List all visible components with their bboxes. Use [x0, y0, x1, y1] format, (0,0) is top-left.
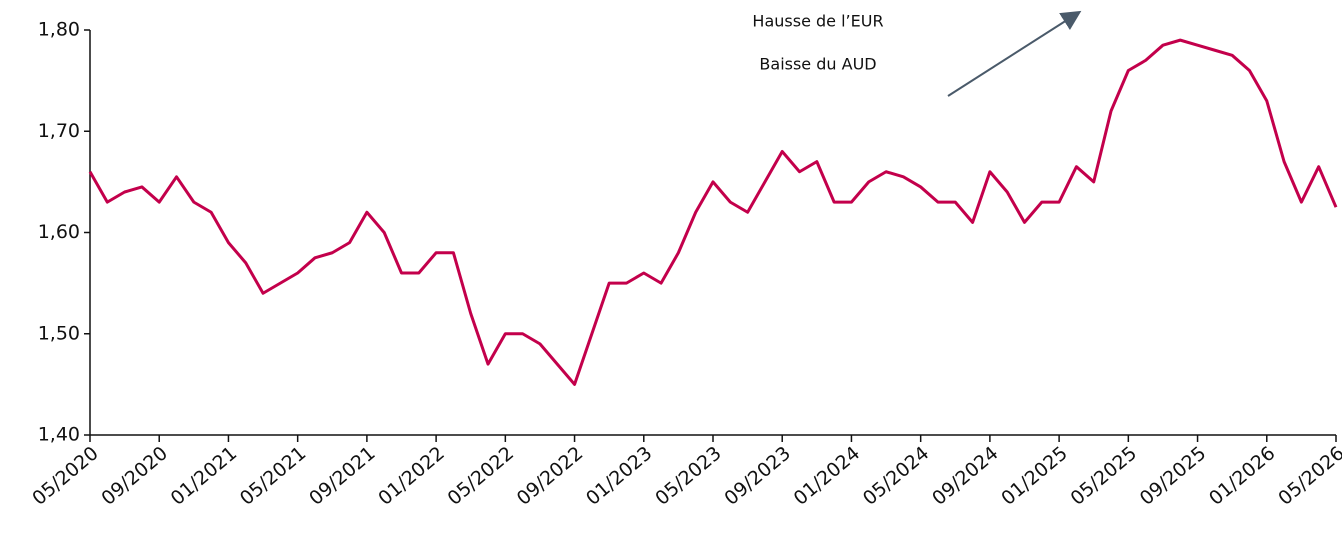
y-tick-label: 1,40 — [38, 424, 80, 446]
annotation: Hausse de l’EUR — [752, 12, 883, 31]
x-tick-label: 05/2022 — [443, 442, 518, 510]
x-tick-label: 05/2026 — [1274, 442, 1342, 510]
x-tick-label: 05/2021 — [236, 442, 311, 510]
x-tick-label: 01/2026 — [1205, 442, 1280, 510]
y-tick-label: 1,70 — [38, 120, 80, 142]
x-tick-label: 09/2024 — [928, 442, 1003, 510]
x-tick-label: 09/2025 — [1136, 442, 1211, 510]
x-tick-label: 01/2025 — [997, 442, 1072, 510]
y-tick-label: 1,60 — [38, 221, 80, 243]
x-tick-label: 05/2024 — [859, 442, 934, 510]
x-tick-label: 05/2020 — [28, 442, 103, 510]
x-tick-label: 05/2023 — [651, 442, 726, 510]
y-tick-label: 1,50 — [38, 322, 80, 344]
line-series — [88, 38, 1338, 386]
x-tick-label: 01/2021 — [167, 442, 242, 510]
x-tick-label: 01/2024 — [790, 442, 865, 510]
x-tick-label: 01/2022 — [374, 442, 449, 510]
x-tick-label: 09/2020 — [97, 442, 172, 510]
x-tick-label: 09/2023 — [720, 442, 795, 510]
y-tick-label: 1,80 — [38, 19, 80, 41]
x-tick-label: 09/2021 — [305, 442, 380, 510]
x-tick-label: 09/2022 — [513, 442, 588, 510]
x-tick-label: 05/2025 — [1066, 442, 1141, 510]
arrow — [947, 10, 1082, 97]
x-tick-label: 01/2023 — [582, 442, 657, 510]
annotation: Baisse du AUD — [759, 55, 876, 74]
